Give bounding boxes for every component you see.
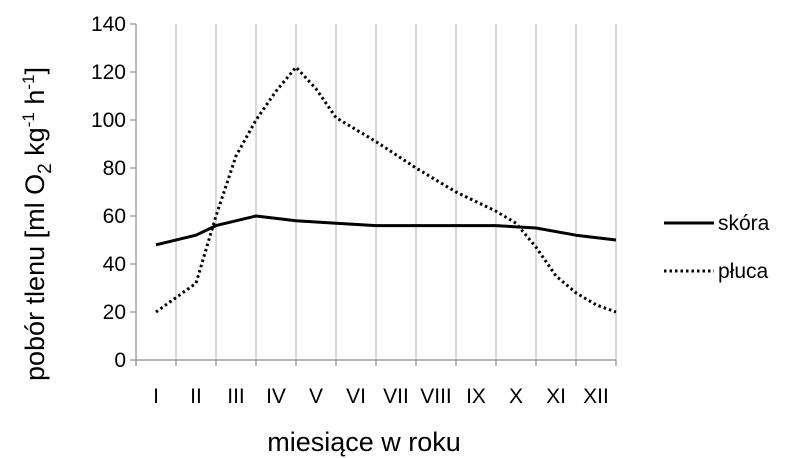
y-tick-label: 140 [91,13,126,36]
x-tick-label: XII [583,385,609,408]
y-axis-title-sub: 2 [35,163,56,174]
x-tick-label: IV [266,385,286,408]
y-axis-title-sup1: -1 [19,112,38,127]
x-tick-label: I [153,385,159,408]
y-tick-label: 20 [103,301,126,324]
y-axis-title-post: ] [20,67,50,75]
y-axis-ticks: 0 20 40 60 80 100 120 140 [91,13,136,372]
series-line-skora [155,214,617,247]
x-tick-label: X [509,385,523,408]
y-tick-label: 60 [103,205,126,228]
x-tick-label: VIII [420,385,452,408]
x-tick-label: II [190,385,202,408]
y-axis-title-sup2: -1 [19,75,38,90]
y-tick-label: 120 [91,61,126,84]
gridlines [175,24,617,360]
y-tick-label: 40 [103,253,126,276]
y-tick-label: 0 [114,349,126,372]
series-lines [155,65,617,314]
legend: skóra płuca [664,212,770,283]
y-tick-label: 80 [103,157,126,180]
x-axis-title: miesiące w roku [267,427,461,457]
x-tick-label: XI [546,385,566,408]
y-axis-title-mid2: h [20,90,50,113]
y-axis-title: pobór tlenu [ml O2 kg-1 h-1] [19,67,56,381]
x-axis-ticks: I II III IV V VI VII VIII IX X XI XII [135,360,617,408]
x-tick-label: III [227,385,245,408]
y-tick-label: 100 [91,109,126,132]
x-tick-label: VII [383,385,409,408]
series-line-pluca [155,65,617,314]
x-tick-label: IX [466,385,486,408]
legend-label-pluca: płuca [718,260,769,283]
x-tick-label: V [309,385,323,408]
y-axis-title-pre: pobór tlenu [ml O [20,174,50,381]
y-axis-title-mid1: kg [20,127,50,163]
x-tick-label: VI [346,385,366,408]
legend-label-skora: skóra [718,212,770,235]
